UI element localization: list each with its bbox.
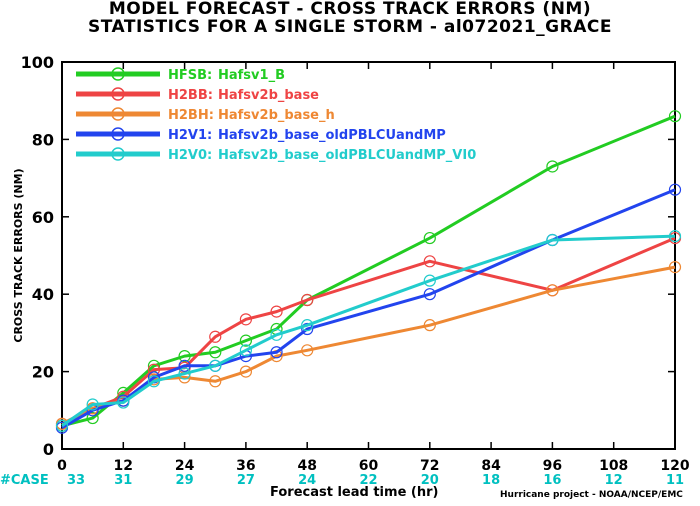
data-point [301,344,314,357]
plot-frame [61,61,676,450]
y-tick-label: 100 [21,53,54,72]
series-line-3 [61,188,676,430]
legend-series-name: H2BB: [168,88,213,103]
data-point [546,284,559,297]
data-point [546,160,559,173]
x-tick-label: 84 [481,458,501,474]
data-point [423,288,436,301]
data-point [178,359,191,372]
y-tick-label: 20 [32,363,54,382]
legend-marker [111,67,125,81]
data-point [178,367,191,380]
data-point [668,110,682,123]
legend-series-desc: Hafsv2b_base_h [218,108,335,123]
data-point [209,359,222,372]
x-tick-label: 0 [57,458,67,474]
y-axis-label: CROSS TRACK ERRORS (NM) [12,168,25,342]
data-point [86,411,99,425]
data-point [270,346,283,359]
case-count: 11 [666,473,684,488]
x-tick-label: 120 [660,458,689,474]
legend-series-name: H2V0: [168,148,212,163]
case-count: 22 [359,473,377,488]
series-line-2 [61,265,676,426]
y-tick-label: 0 [43,440,54,459]
legend-series-desc: Hafsv1_B [218,68,285,83]
data-point [178,371,191,384]
legend-marker [111,147,125,161]
legend-series-name: HFSB: [168,68,212,83]
case-count: 24 [298,473,316,488]
x-tick-label: 36 [236,458,255,474]
x-tick-label: 108 [599,458,628,474]
x-axis-label: Forecast lead time (hr) [270,485,439,500]
case-count: 29 [176,473,194,488]
data-point [423,319,436,332]
x-tick-label: 72 [420,458,439,474]
data-point [239,344,252,357]
data-point [147,363,161,376]
data-point [270,305,283,318]
legend-marker [111,127,125,141]
legend-series-desc: Hafsv2b_base [218,88,319,103]
data-point [86,398,99,411]
case-row-label: #CASE [0,473,49,488]
data-point [209,330,222,343]
y-tick-label: 80 [32,130,54,149]
data-point [239,365,252,378]
data-point [209,346,222,359]
data-point [668,261,682,274]
data-point [117,396,130,409]
x-tick-label: 12 [114,458,133,474]
legend-marker [111,87,125,101]
data-point [546,233,559,247]
series-line-1 [61,236,676,426]
chart-title-line1: MODEL FORECAST - CROSS TRACK ERRORS (NM) [108,0,592,19]
y-tick-label: 40 [32,285,54,304]
data-point [423,255,436,268]
data-point [178,350,191,363]
data-point [270,328,283,341]
case-count: 33 [67,473,85,488]
data-point [55,419,69,432]
data-point [423,274,436,287]
x-tick-label: 24 [175,458,195,474]
data-point [301,293,314,307]
y-tick-label: 60 [32,208,54,227]
data-point [147,375,161,388]
case-count: 12 [605,473,623,488]
case-count: 16 [543,473,561,488]
x-tick-label: 48 [297,458,316,474]
credit-text: Hurricane project - NOAA/NCEP/EMC [500,490,683,500]
chart-title-line2: STATISTICS FOR A SINGLE STORM - al072021… [88,17,612,37]
series-line-4 [61,234,676,428]
legend-marker [111,107,125,121]
case-count: 20 [421,473,439,488]
legend-series-desc: Hafsv2b_base_oldPBLCUandMP_VI0 [218,148,476,163]
data-point [423,231,436,245]
data-point [209,375,222,388]
case-count: 31 [114,473,132,488]
data-point [668,183,682,196]
data-point [668,230,682,243]
case-count: 27 [237,473,255,488]
x-tick-label: 96 [543,458,562,474]
legend-series-name: H2BH: [168,108,214,123]
data-point [239,313,252,326]
data-point [301,319,314,332]
x-tick-label: 60 [359,458,379,474]
data-point [239,334,252,347]
data-point [301,322,314,336]
case-count: 18 [482,473,500,488]
legend-series-name: H2V1: [168,128,212,143]
legend-series-desc: Hafsv2b_base_oldPBLCUandMP [218,128,446,143]
